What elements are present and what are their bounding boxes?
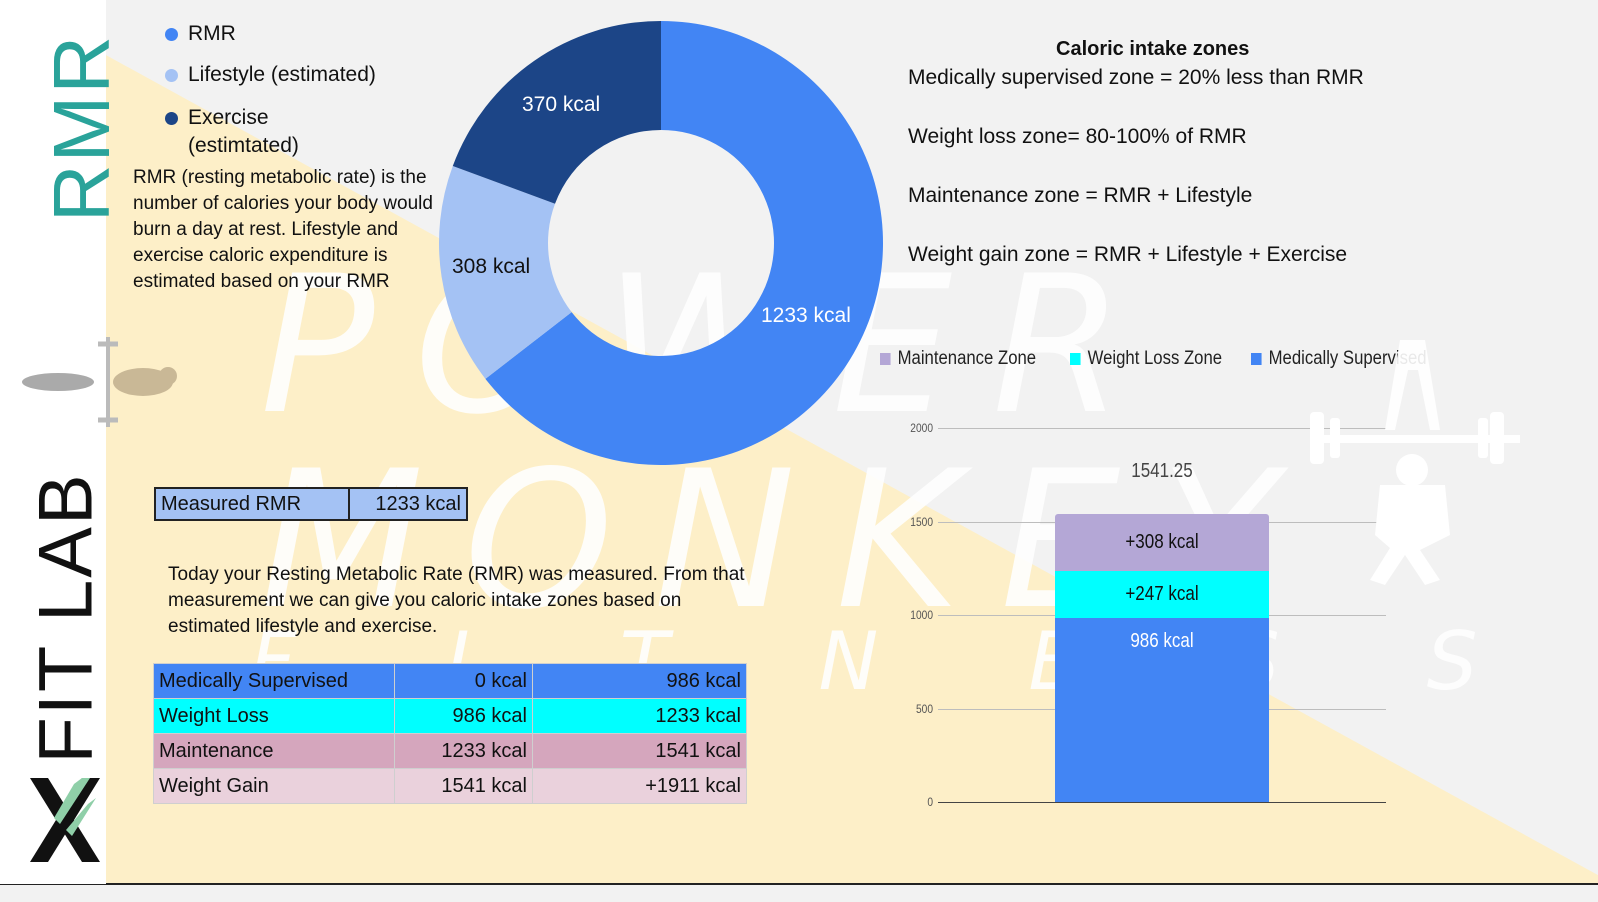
zones-table-row: Weight Gain 1541 kcal +1911 kcal [153,768,747,804]
y-tick-label: 0 [927,795,933,809]
legend-label: RMR [188,22,236,45]
bar-segment-maintenance [1055,513,1269,572]
legend-label: Medically Supervised [1268,348,1427,369]
legend-square-icon [1070,353,1081,365]
zone-name-cell: Medically Supervised [153,663,395,699]
y-tick-label: 1500 [910,514,933,529]
donut-slice-rmr [485,21,883,465]
y-tick-label: 2000 [910,421,933,435]
weightlifter-silhouette-icon [1310,340,1520,585]
legend-label-line2: (estimtated) [188,134,299,157]
donut-slice-exercise [452,21,661,204]
zone-rule-medical: Medically supervised zone = 20% less tha… [908,66,1364,89]
donut-legend-rmr: RMR [165,22,236,46]
bar-total-label: 1541.25 [1131,459,1193,482]
rmr-description: RMR (resting metabolic rate) is the numb… [133,167,433,292]
zone-name-cell: Maintenance [153,733,395,769]
zones-table-row: Weight Loss 986 kcal 1233 kcal [153,698,747,734]
bar-segment-label: +308 kcal [1125,530,1199,553]
bar-segment-label: 986 kcal [1130,629,1194,652]
measured-rmr-label: Measured RMR [156,489,350,519]
zone-rule-weight-loss: Weight loss zone= 80-100% of RMR [908,125,1247,148]
donut-legend-exercise: Exercise (estimtated) [165,104,299,160]
x-logo-icon [30,778,100,862]
fitlab-vertical-title: FIT LAB [23,472,109,764]
legend-dot-icon [165,69,178,82]
legend-label: Maintenance Zone [897,348,1037,369]
gridline [938,428,1386,429]
zone-to-cell: 1233 kcal [532,698,747,734]
zones-table: Medically Supervised 0 kcal 986 kcal Weight… [153,663,747,804]
zones-table-row: Medically Supervised 0 kcal 986 kcal [153,663,747,699]
zones-table-row: Maintenance 1233 kcal 1541 kcal [153,733,747,769]
legend-label: Exercise [188,106,269,129]
sidebar: RMR FIT LAB [0,0,177,884]
donut-label-rmr: 1233 kcal [761,304,851,327]
legend-dot-icon [165,28,178,41]
bar-segment-weight-loss [1055,571,1269,618]
donut-slice-lifestyle [439,165,572,379]
zone-from-cell: 986 kcal [394,698,533,734]
zone-to-cell: +1911 kcal [532,768,747,804]
bar-legend-maintenance: Maintenance Zone [880,348,1036,370]
legend-square-icon [880,353,891,365]
legend-square-icon [1251,353,1262,365]
zone-to-cell: 986 kcal [532,663,747,699]
logo-x-mark [24,770,106,870]
gridline [938,802,1386,803]
zone-to-cell: 1541 kcal [532,733,747,769]
zone-name-cell: Weight Gain [153,768,395,804]
bar-segment-medical [1055,617,1269,802]
zone-name-cell: Weight Loss [153,698,395,734]
rmr-donut-chart [439,21,883,465]
donut-label-exercise: 370 kcal [522,93,601,116]
caloric-zones-title: Caloric intake zones [1056,38,1250,60]
measurement-explanation: Today your Resting Metabolic Rate (RMR) … [168,564,745,637]
legend-label: Weight Loss Zone [1087,348,1223,369]
measured-rmr-table: Measured RMR 1233 kcal [154,487,468,521]
bar-legend-weight-loss: Weight Loss Zone [1070,348,1222,370]
measured-rmr-value: 1233 kcal [375,492,461,515]
legend-dot-icon [165,112,178,125]
legend-label: Lifestyle (estimated) [188,63,376,86]
y-tick-label: 1000 [910,608,933,622]
zone-from-cell: 1233 kcal [394,733,533,769]
zone-rule-maintenance: Maintenance zone = RMR + Lifestyle [908,184,1253,207]
donut-legend-lifestyle: Lifestyle (estimated) [165,63,376,87]
zone-from-cell: 1541 kcal [394,768,533,804]
bar-segment-label: +247 kcal [1125,582,1199,605]
zone-from-cell: 0 kcal [394,663,533,699]
rmr-vertical-title: RMR [37,33,126,223]
zone-rule-weight-gain: Weight gain zone = RMR + Lifestyle + Exe… [908,243,1348,266]
donut-label-lifestyle: 308 kcal [452,255,531,278]
bar-legend-medical: Medically Supervised [1251,348,1427,370]
athlete-figure-icon [22,337,177,427]
y-tick-label: 500 [915,701,933,716]
